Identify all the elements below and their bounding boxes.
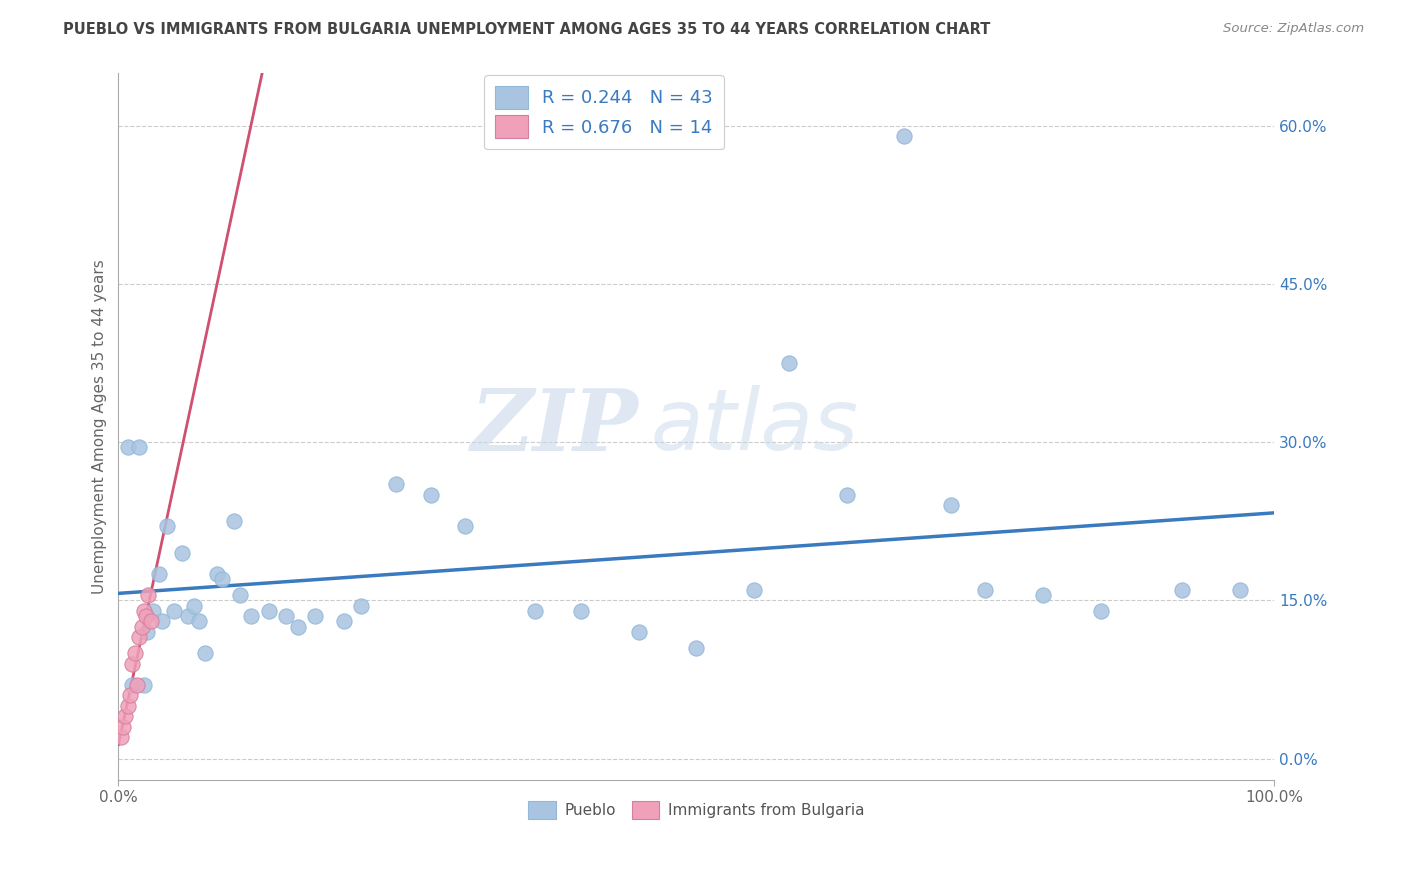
Point — [350, 599, 373, 613]
Point — [229, 588, 252, 602]
Point — [778, 356, 800, 370]
Point — [163, 604, 186, 618]
Point — [835, 488, 858, 502]
Point — [287, 620, 309, 634]
Text: atlas: atlas — [650, 384, 858, 467]
Point — [222, 514, 245, 528]
Point — [114, 709, 136, 723]
Point — [112, 720, 135, 734]
Point — [148, 566, 170, 581]
Point — [523, 604, 546, 618]
Point — [569, 604, 592, 618]
Point — [128, 441, 150, 455]
Point — [893, 129, 915, 144]
Point — [188, 615, 211, 629]
Point — [742, 582, 765, 597]
Point — [121, 678, 143, 692]
Point — [974, 582, 997, 597]
Point — [385, 477, 408, 491]
Point — [128, 630, 150, 644]
Point — [110, 731, 132, 745]
Point — [333, 615, 356, 629]
Point — [939, 499, 962, 513]
Point — [135, 609, 157, 624]
Point — [1090, 604, 1112, 618]
Point — [117, 698, 139, 713]
Text: ZIP: ZIP — [471, 384, 638, 468]
Point — [304, 609, 326, 624]
Point — [183, 599, 205, 613]
Point — [117, 441, 139, 455]
Point — [274, 609, 297, 624]
Point — [125, 678, 148, 692]
Point — [156, 519, 179, 533]
Point — [118, 688, 141, 702]
Point — [205, 566, 228, 581]
Point — [142, 604, 165, 618]
Legend: Pueblo, Immigrants from Bulgaria: Pueblo, Immigrants from Bulgaria — [522, 795, 870, 825]
Y-axis label: Unemployment Among Ages 35 to 44 years: Unemployment Among Ages 35 to 44 years — [93, 259, 107, 594]
Point — [211, 572, 233, 586]
Point — [131, 620, 153, 634]
Point — [150, 615, 173, 629]
Point — [139, 615, 162, 629]
Text: Source: ZipAtlas.com: Source: ZipAtlas.com — [1223, 22, 1364, 36]
Point — [257, 604, 280, 618]
Point — [177, 609, 200, 624]
Point — [627, 624, 650, 639]
Point — [194, 646, 217, 660]
Point — [136, 624, 159, 639]
Point — [1171, 582, 1194, 597]
Point — [132, 678, 155, 692]
Point — [121, 657, 143, 671]
Point — [170, 546, 193, 560]
Point — [138, 588, 160, 602]
Point — [1032, 588, 1054, 602]
Point — [454, 519, 477, 533]
Point — [124, 646, 146, 660]
Point — [240, 609, 263, 624]
Point — [419, 488, 441, 502]
Point — [685, 640, 707, 655]
Point — [132, 604, 155, 618]
Text: PUEBLO VS IMMIGRANTS FROM BULGARIA UNEMPLOYMENT AMONG AGES 35 TO 44 YEARS CORREL: PUEBLO VS IMMIGRANTS FROM BULGARIA UNEMP… — [63, 22, 991, 37]
Point — [1229, 582, 1251, 597]
